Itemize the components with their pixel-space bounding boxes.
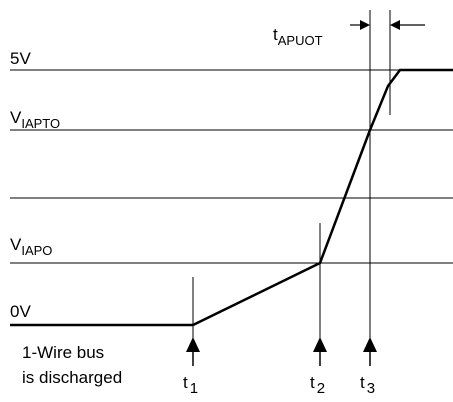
label-viapo-sub: IAPO: [21, 243, 52, 258]
level-lines: [10, 69, 453, 264]
label-t1-sub: 1: [190, 380, 198, 397]
t1-arrow-icon: [186, 337, 200, 352]
label-t3-main: t: [360, 373, 365, 392]
label-t2-sub: 2: [317, 380, 325, 397]
note-line-1: 1-Wire bus: [22, 343, 104, 362]
time-arrows: [186, 337, 377, 366]
label-tapuot-main: t: [273, 25, 278, 44]
label-viapto: VIAPTO: [10, 108, 60, 131]
t3-arrow-icon: [363, 337, 377, 352]
label-viapto-sub: IAPTO: [21, 116, 60, 131]
note-line-2: is discharged: [22, 368, 122, 387]
label-viapo: VIAPO: [10, 235, 52, 258]
label-tapuot: tAPUOT: [273, 25, 323, 48]
apuot-left-arrowhead: [360, 20, 370, 30]
label-t3-sub: 3: [367, 380, 375, 397]
time-guides: [192, 10, 391, 340]
apuot-marker: [350, 20, 425, 30]
apuot-right-arrowhead: [390, 20, 400, 30]
label-tapuot-sub: APUOT: [278, 33, 323, 48]
label-t1-main: t: [183, 373, 188, 392]
label-0v: 0V: [10, 302, 31, 321]
label-t2-main: t: [310, 373, 315, 392]
label-5v: 5V: [10, 49, 31, 68]
t2-arrow-icon: [313, 337, 327, 352]
label-viapo-main: V: [10, 235, 22, 254]
voltage-waveform: [10, 68, 453, 327]
label-viapto-main: V: [10, 108, 22, 127]
